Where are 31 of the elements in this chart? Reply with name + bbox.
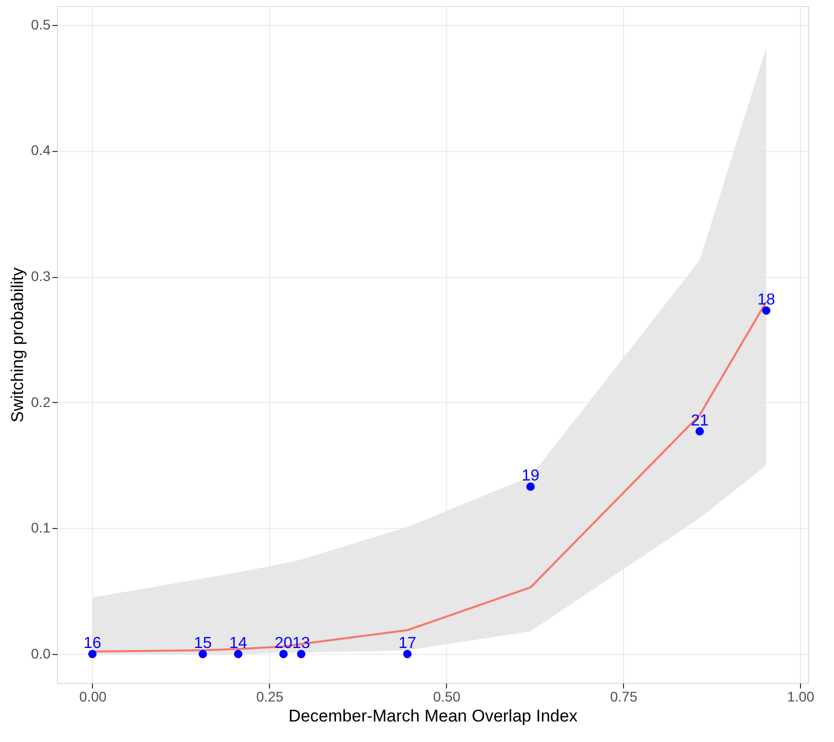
annotation: 19 [522,468,540,485]
point [234,650,242,658]
point [279,650,288,658]
point [696,427,704,436]
annotation: 20 [274,635,293,652]
annotation: 13 [292,635,310,652]
y-tick-label: 0.1 [31,520,51,536]
x-tick-label: 0.75 [610,688,638,704]
y-tick-label: 0.0 [31,646,51,662]
annotation: 15 [194,635,212,652]
x-axis-title: December-March Mean Overlap Index [288,706,578,726]
x-tick-label: 0.25 [256,688,284,704]
point [762,306,770,315]
y-tick-label: 0.5 [31,16,51,32]
x-tick-label: 1.00 [787,688,815,704]
y-tick-label: 0.3 [31,268,51,284]
annotation: 18 [757,292,776,309]
y-tick-label: 0.2 [31,394,51,410]
point [297,650,306,658]
x-tick-label: 0.00 [79,688,107,704]
point [88,650,97,658]
point [403,650,412,658]
y-axis-title: Switching probability [8,267,28,422]
y-tick-label: 0.4 [31,142,51,158]
annotation: 14 [229,635,248,652]
x-tick-label: 0.50 [433,688,461,704]
annotation: 16 [83,635,102,652]
point [526,482,535,491]
annotation: 17 [398,635,416,652]
annotation: 21 [690,412,709,430]
point [198,650,207,658]
